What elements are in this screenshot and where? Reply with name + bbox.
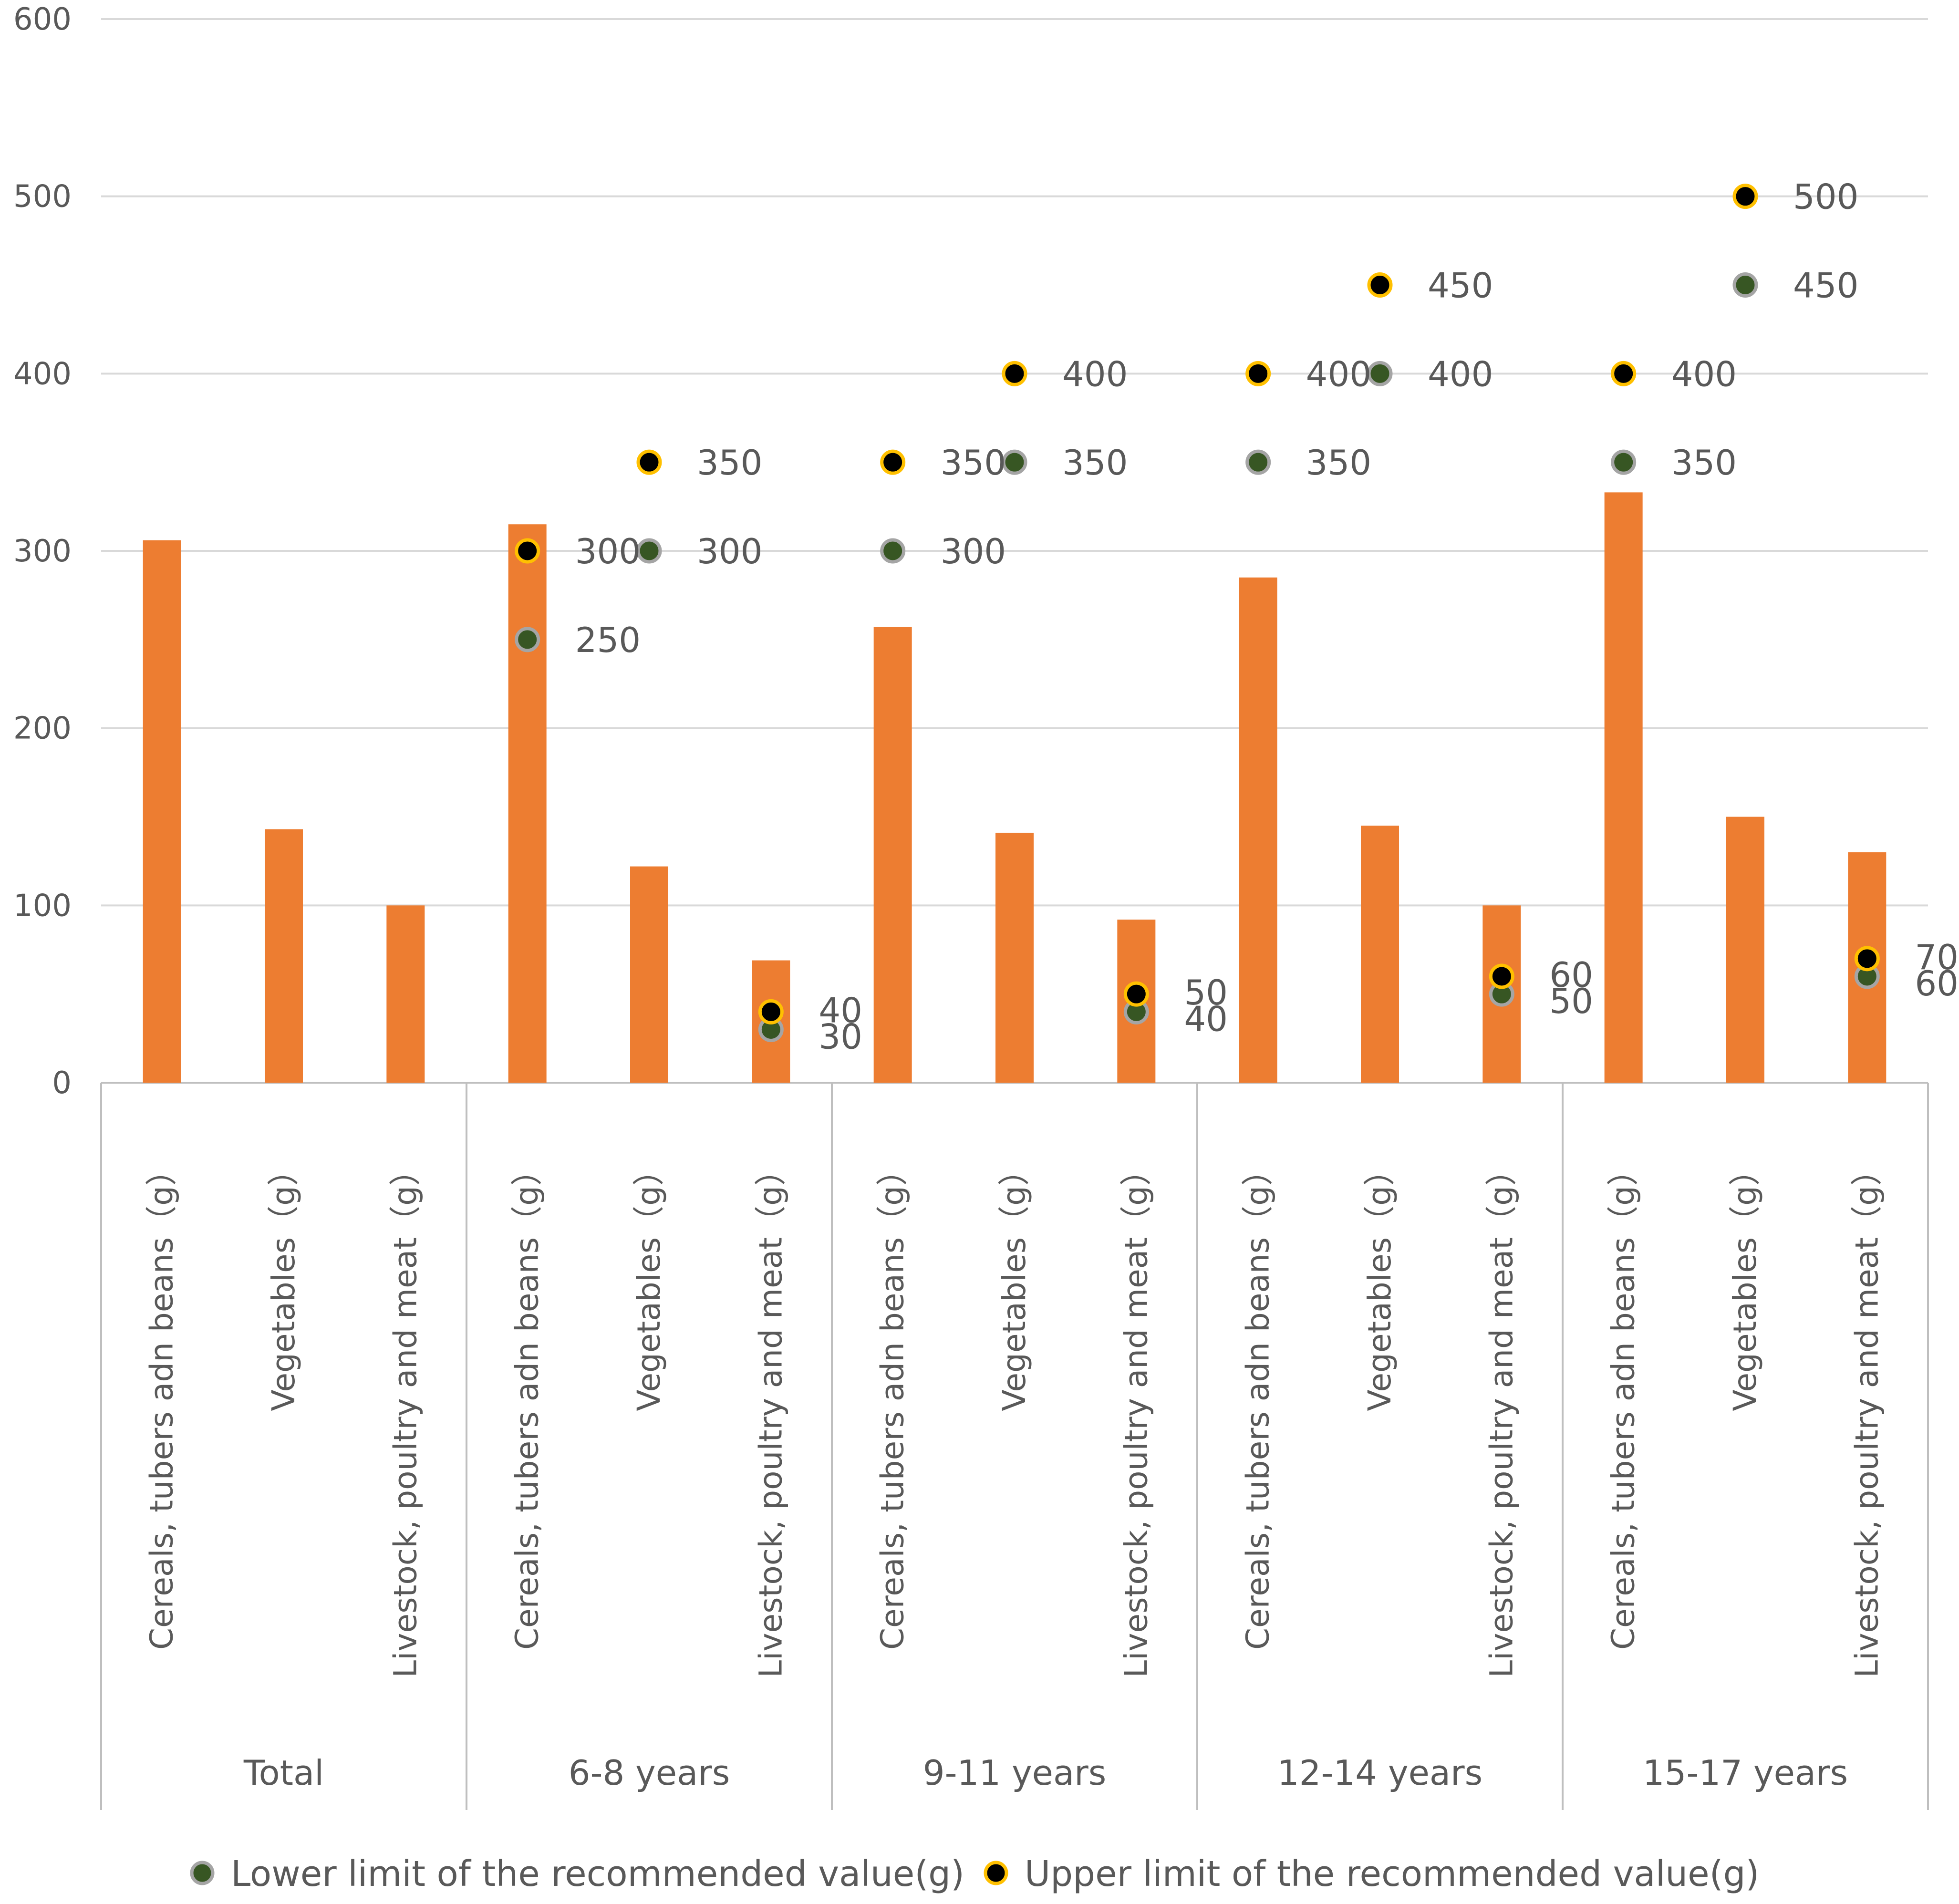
upper-limit-label: 40 [819, 990, 862, 1030]
category-label: Livestock, poultry and meat（g） [387, 1154, 424, 1678]
lower-limit-marker [1367, 361, 1393, 386]
group-label: 6-8 years [569, 1753, 730, 1793]
upper-limit-marker [1489, 963, 1514, 989]
lower-limit-marker [1245, 449, 1271, 475]
lower-limit-marker [880, 538, 906, 564]
category-label: Vegetables（g） [1727, 1154, 1763, 1411]
markers [515, 184, 1880, 1042]
bar [873, 627, 912, 1083]
category-label: Livestock, poultry and meat（g） [1848, 1154, 1885, 1678]
bar [1604, 492, 1643, 1083]
upper-limit-marker [515, 538, 540, 564]
lower-limit-marker [1732, 272, 1758, 298]
upper-limit-marker [1123, 981, 1149, 1007]
bar [143, 540, 181, 1083]
upper-limit-marker [1611, 361, 1637, 386]
legend-lower-label: Lower limit of the recommended value(g) [231, 1853, 964, 1894]
y-tick-label: 300 [13, 534, 72, 569]
legend-upper-marker [984, 1861, 1008, 1885]
group-label: Total [243, 1753, 324, 1793]
bar [386, 905, 425, 1083]
upper-limit-label: 50 [1184, 973, 1228, 1013]
upper-limit-label: 400 [1671, 354, 1737, 394]
category-label: Cereals, tubers adn beans（g） [509, 1154, 546, 1650]
upper-limit-label: 70 [1915, 937, 1959, 977]
x-axis: Cereals, tubers adn beans（g） Vegetables（g… [100, 1082, 1929, 1810]
lower-limit-label: 30 [819, 1017, 862, 1057]
upper-limit-marker [1732, 184, 1758, 209]
legend: Lower limit of the recommended value(g) U… [190, 1853, 1759, 1894]
lower-limit-label: 40 [1184, 999, 1228, 1039]
upper-limit-label: 350 [697, 443, 762, 483]
category-label: Livestock, poultry and meat（g） [1483, 1154, 1520, 1678]
category-label: Vegetables（g） [1361, 1154, 1398, 1411]
upper-limit-label: 450 [1428, 266, 1493, 306]
lower-limit-label: 350 [1062, 443, 1128, 483]
upper-limit-marker [880, 449, 906, 475]
legend-lower-marker [190, 1861, 215, 1885]
lower-limit-label: 400 [1428, 354, 1493, 394]
upper-limit-marker [1245, 361, 1271, 386]
lower-limit-label: 350 [1306, 443, 1371, 483]
bars [143, 492, 1886, 1083]
group-label: 9-11 years [923, 1753, 1106, 1793]
bar [265, 829, 303, 1083]
lower-limit-marker [515, 627, 540, 652]
upper-limit-label: 400 [1062, 354, 1128, 394]
lower-limit-marker [1002, 449, 1027, 475]
lower-limit-label: 60 [1915, 963, 1959, 1004]
category-label: Vegetables（g） [265, 1154, 302, 1411]
upper-limit-marker [1854, 946, 1880, 972]
y-tick-label: 500 [13, 179, 72, 215]
category-label: Livestock, poultry and meat（g） [752, 1154, 789, 1678]
category-label: Vegetables（g） [996, 1154, 1033, 1411]
lower-limit-label: 250 [575, 620, 641, 660]
upper-limit-marker [758, 999, 784, 1024]
y-tick-label: 100 [13, 888, 72, 923]
bar [508, 524, 547, 1083]
category-label: Vegetables（g） [631, 1154, 667, 1411]
upper-limit-label: 350 [941, 443, 1006, 483]
bar [995, 832, 1034, 1083]
lower-limit-label: 450 [1793, 266, 1858, 306]
upper-limit-marker [1002, 361, 1027, 386]
upper-limit-label: 500 [1793, 177, 1858, 217]
group-label: 15-17 years [1643, 1753, 1848, 1793]
y-tick-label: 600 [13, 2, 72, 37]
lower-limit-marker [1611, 449, 1637, 475]
bar [1361, 826, 1399, 1083]
category-label: Cereals, tubers adn beans（g） [1605, 1154, 1642, 1650]
bar [1726, 817, 1764, 1083]
upper-limit-label: 400 [1306, 354, 1371, 394]
upper-limit-label: 300 [575, 531, 641, 571]
category-label: Cereals, tubers adn beans（g） [874, 1154, 911, 1650]
upper-limit-label: 60 [1549, 955, 1593, 995]
bar [1239, 577, 1277, 1083]
lower-limit-label: 300 [697, 531, 762, 571]
bar [630, 866, 668, 1083]
lower-limit-marker [636, 538, 662, 564]
category-label: Livestock, poultry and meat（g） [1118, 1154, 1154, 1678]
upper-limit-marker [636, 449, 662, 475]
lower-limit-label: 50 [1549, 981, 1593, 1021]
upper-limit-marker [1367, 272, 1393, 298]
legend-upper-label: Upper limit of the recommended value(g) [1025, 1853, 1759, 1894]
category-label: Cereals, tubers adn beans（g） [1240, 1154, 1276, 1650]
y-tick-label: 0 [52, 1066, 72, 1101]
lower-limit-label: 350 [1671, 443, 1737, 483]
category-label: Cereals, tubers adn beans（g） [144, 1154, 180, 1650]
lower-limit-label: 300 [941, 531, 1006, 571]
y-tick-label: 400 [13, 356, 72, 392]
y-tick-label: 200 [13, 711, 72, 746]
y-axis: 0 100 200 300 400 500 600 [13, 2, 72, 1101]
group-label: 12-14 years [1277, 1753, 1482, 1793]
